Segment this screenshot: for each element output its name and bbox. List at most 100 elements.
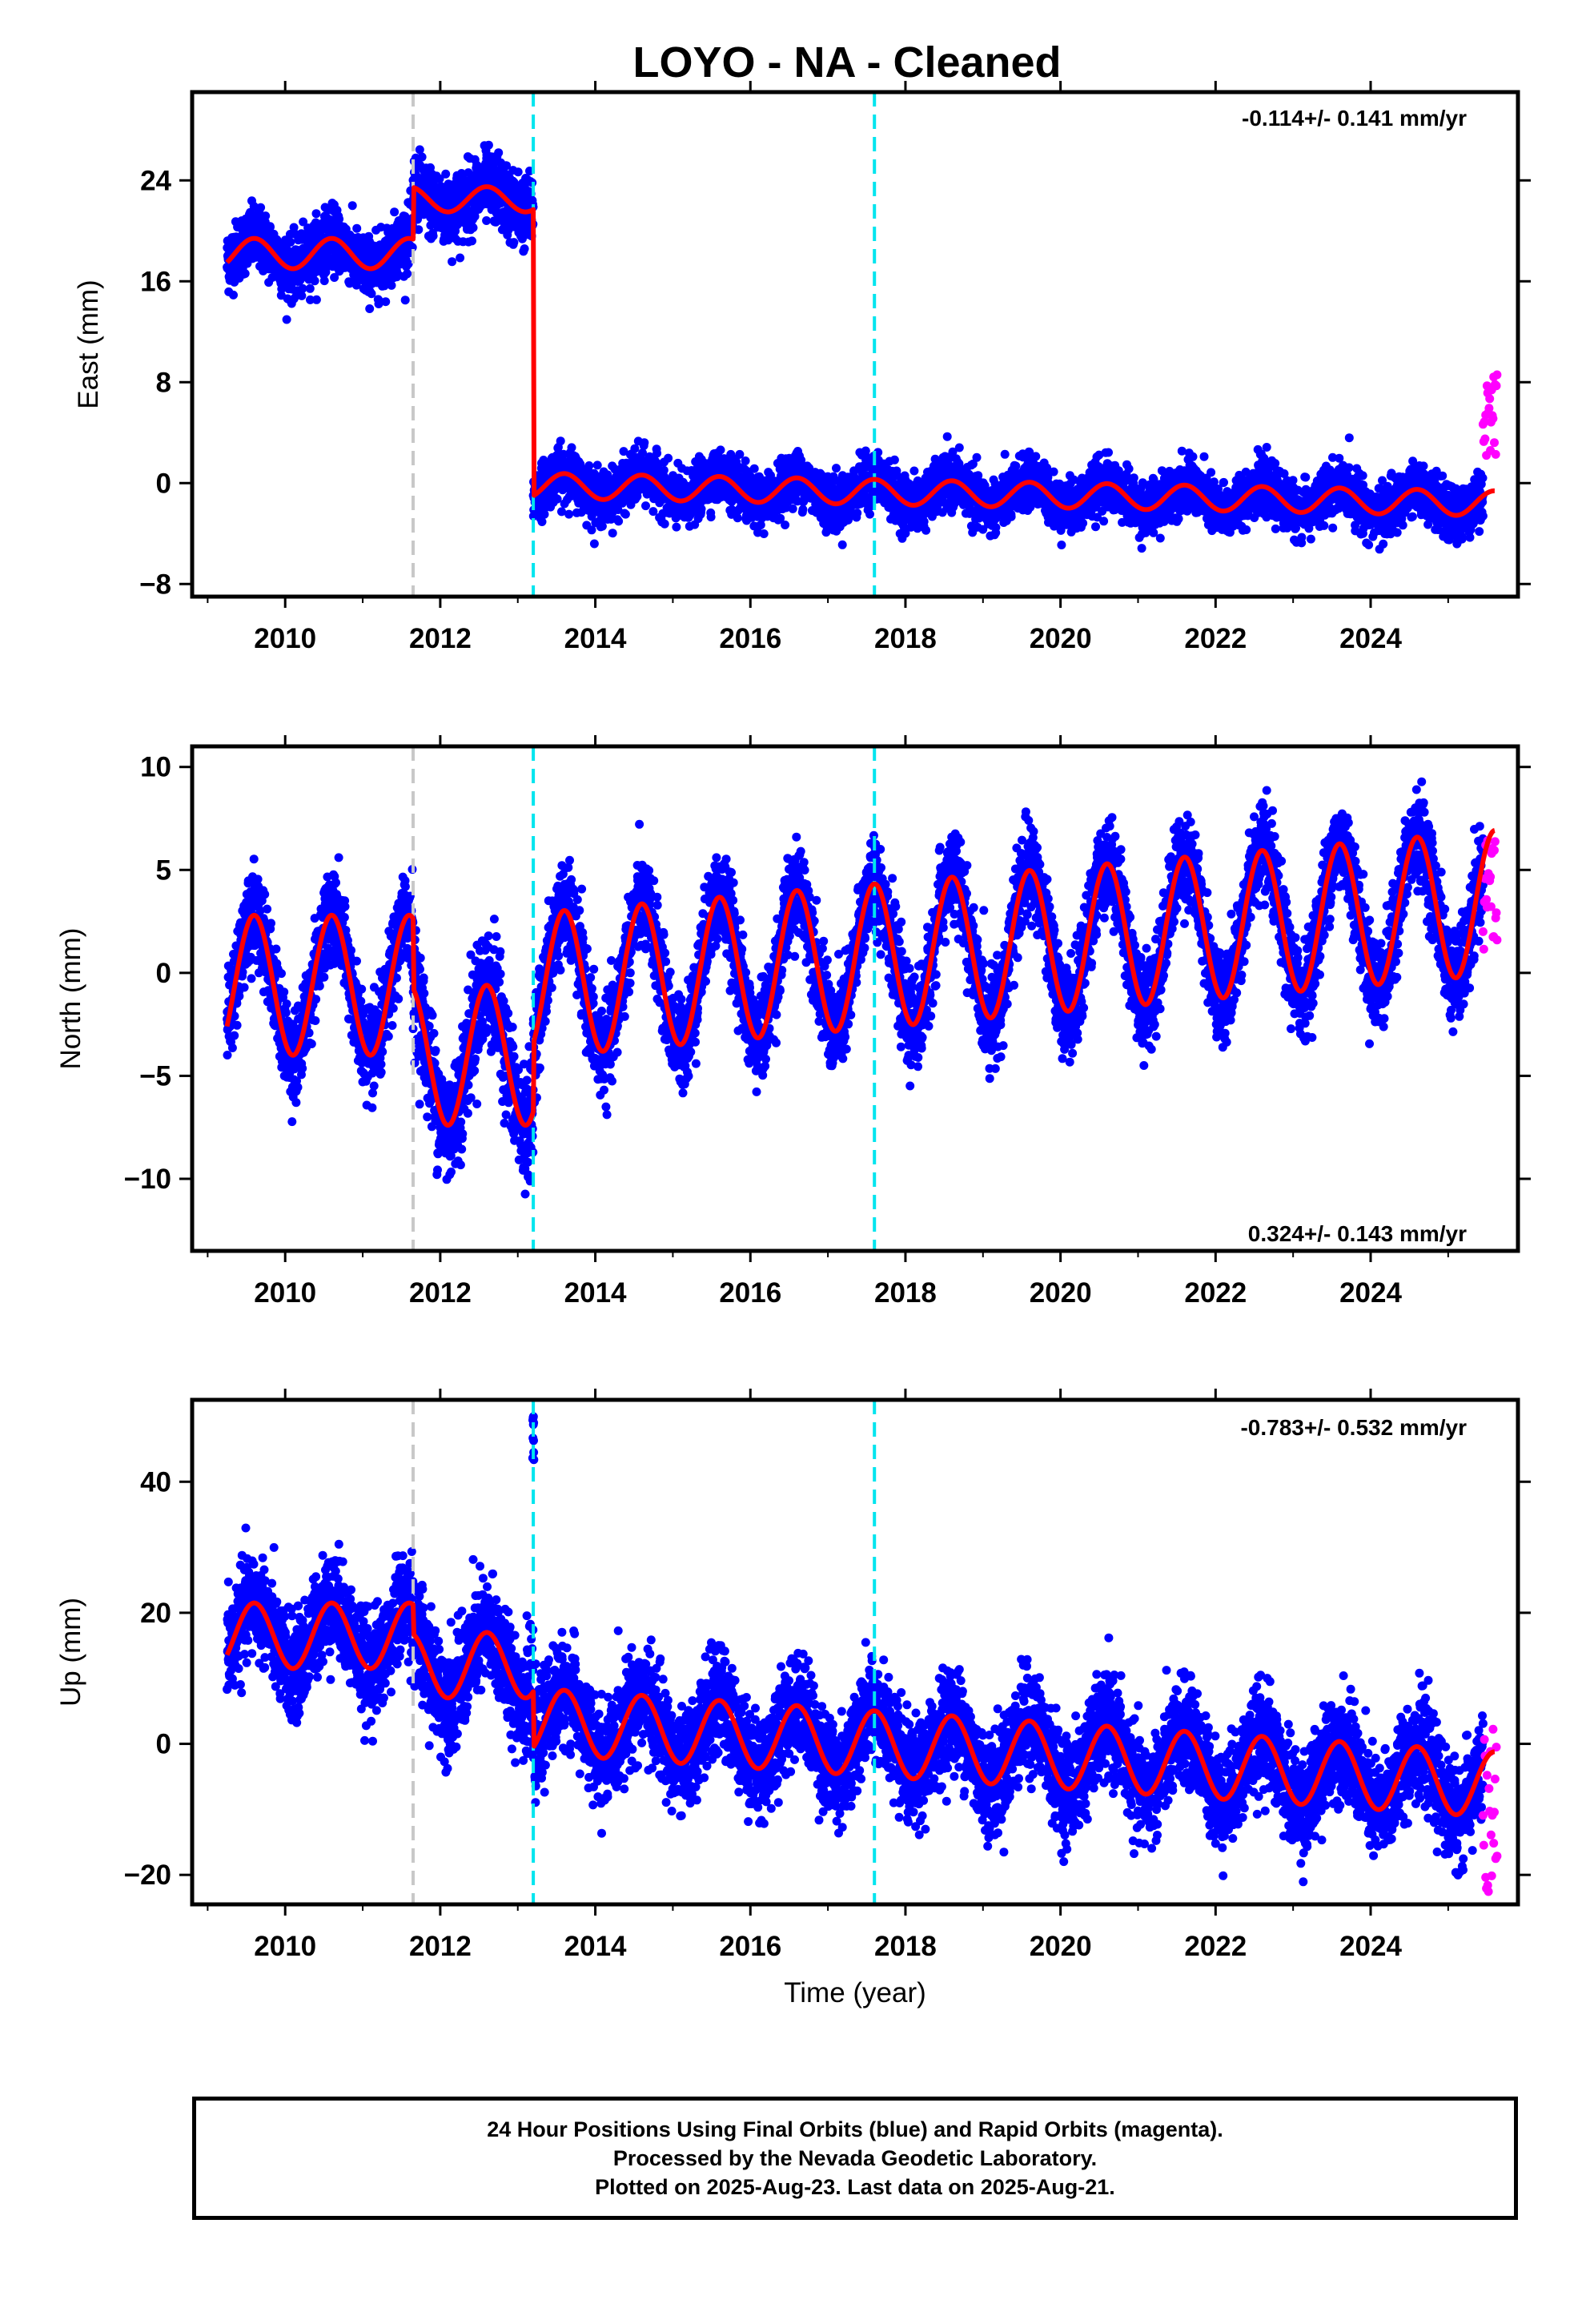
final-orbit-point — [351, 280, 361, 290]
final-orbit-point — [261, 211, 271, 221]
final-orbit-point — [706, 513, 716, 522]
final-orbit-point — [365, 304, 375, 313]
final-orbit-point — [974, 471, 983, 480]
final-orbit-point — [889, 455, 899, 464]
final-orbit-point — [415, 145, 424, 155]
final-orbit-point — [509, 238, 519, 247]
final-orbit-point — [403, 269, 412, 279]
final-orbit-point — [597, 521, 607, 531]
final-orbit-point — [374, 300, 383, 308]
final-orbit-point — [414, 225, 424, 235]
final-orbit-point — [367, 289, 376, 299]
final-orbit-point — [286, 237, 295, 247]
final-orbit-point — [305, 283, 315, 293]
final-orbit-point — [456, 253, 465, 263]
final-orbit-point — [652, 448, 662, 458]
final-orbit-point — [919, 517, 929, 526]
final-orbit-point — [528, 512, 538, 521]
final-orbit-point — [310, 276, 319, 286]
final-orbit-point — [660, 519, 669, 529]
final-orbit-point — [567, 443, 576, 452]
final-orbit-point — [664, 453, 673, 463]
final-orbit-point — [620, 509, 630, 519]
east-panel: 2010 2012 2014 2016 2018 2020 2022 2024241680−8… — [73, 81, 1531, 654]
final-orbit-point — [299, 217, 308, 227]
final-orbit-point — [482, 216, 492, 225]
final-orbit-point — [749, 464, 759, 473]
final-orbit-point — [404, 259, 413, 268]
final-orbit-point — [435, 174, 444, 183]
final-orbit-point — [306, 295, 315, 304]
final-orbit-point — [502, 161, 511, 171]
final-orbit-point — [640, 438, 649, 448]
final-orbit-point — [311, 209, 321, 219]
final-orbit-point — [991, 523, 1001, 533]
final-orbit-point — [552, 494, 562, 504]
final-orbit-point — [865, 509, 874, 519]
final-orbit-point — [282, 315, 291, 324]
final-orbit-point — [942, 432, 952, 441]
final-orbit-point — [390, 207, 400, 217]
figure-title: LOYO - NA - Cleaned — [632, 38, 1061, 86]
final-orbit-point — [564, 509, 574, 519]
final-orbit-point — [335, 215, 344, 223]
final-orbit-point — [448, 257, 457, 267]
final-orbit-point — [1031, 452, 1041, 461]
final-orbit-point — [837, 540, 847, 549]
final-orbit-point — [381, 297, 391, 307]
final-orbit-point — [587, 525, 596, 535]
final-orbit-point — [741, 456, 750, 465]
final-orbit-point — [540, 509, 549, 519]
final-orbit-point — [347, 201, 357, 211]
final-orbit-point — [921, 525, 931, 535]
final-orbit-point — [798, 505, 808, 514]
final-orbit-point — [1000, 449, 1010, 459]
final-orbit-point — [229, 290, 238, 300]
final-orbit-point — [608, 529, 617, 538]
final-orbit-point — [537, 517, 547, 526]
final-orbit-point — [759, 529, 769, 538]
final-orbit-point — [1057, 541, 1066, 549]
final-orbit-point — [909, 466, 919, 476]
final-orbit-point — [298, 283, 307, 293]
final-orbit-point — [1049, 467, 1058, 476]
final-orbit-point — [853, 509, 862, 518]
final-orbit-point — [400, 296, 410, 305]
final-orbit-point — [556, 436, 565, 446]
final-orbit-point — [832, 464, 841, 473]
final-orbit-point — [352, 223, 362, 233]
final-orbit-point — [297, 291, 307, 300]
final-orbit-point — [589, 539, 599, 549]
final-orbit-point — [672, 522, 681, 532]
final-orbit-point — [484, 140, 493, 150]
final-orbit-point — [781, 521, 790, 529]
final-orbit-point — [266, 223, 275, 232]
final-orbit-point — [311, 295, 321, 304]
final-orbit-point — [972, 452, 982, 462]
final-orbit-point — [428, 231, 438, 241]
final-orbit-point — [256, 203, 266, 212]
final-orbit-point — [417, 152, 427, 162]
final-orbit-point — [592, 460, 602, 470]
final-orbit-point — [513, 167, 523, 177]
final-orbit-point — [387, 280, 396, 290]
final-orbit-point — [1006, 512, 1016, 521]
final-orbit-point — [557, 507, 566, 517]
final-orbit-point — [240, 269, 250, 279]
final-orbit-point — [788, 504, 797, 513]
final-orbit-point — [289, 223, 299, 232]
east-plot-area — [223, 92, 1502, 597]
final-orbit-point — [614, 517, 624, 526]
final-orbit-point — [520, 244, 529, 254]
final-orbit-point — [441, 169, 451, 179]
final-orbit-point — [330, 273, 339, 282]
final-orbit-point — [954, 443, 964, 452]
final-orbit-point — [861, 446, 870, 456]
final-orbit-point — [641, 501, 650, 511]
final-orbit-point — [697, 505, 706, 513]
final-orbit-point — [494, 148, 504, 158]
final-orbit-point — [468, 223, 478, 232]
final-orbit-point — [584, 461, 594, 470]
final-orbit-point — [468, 236, 476, 246]
